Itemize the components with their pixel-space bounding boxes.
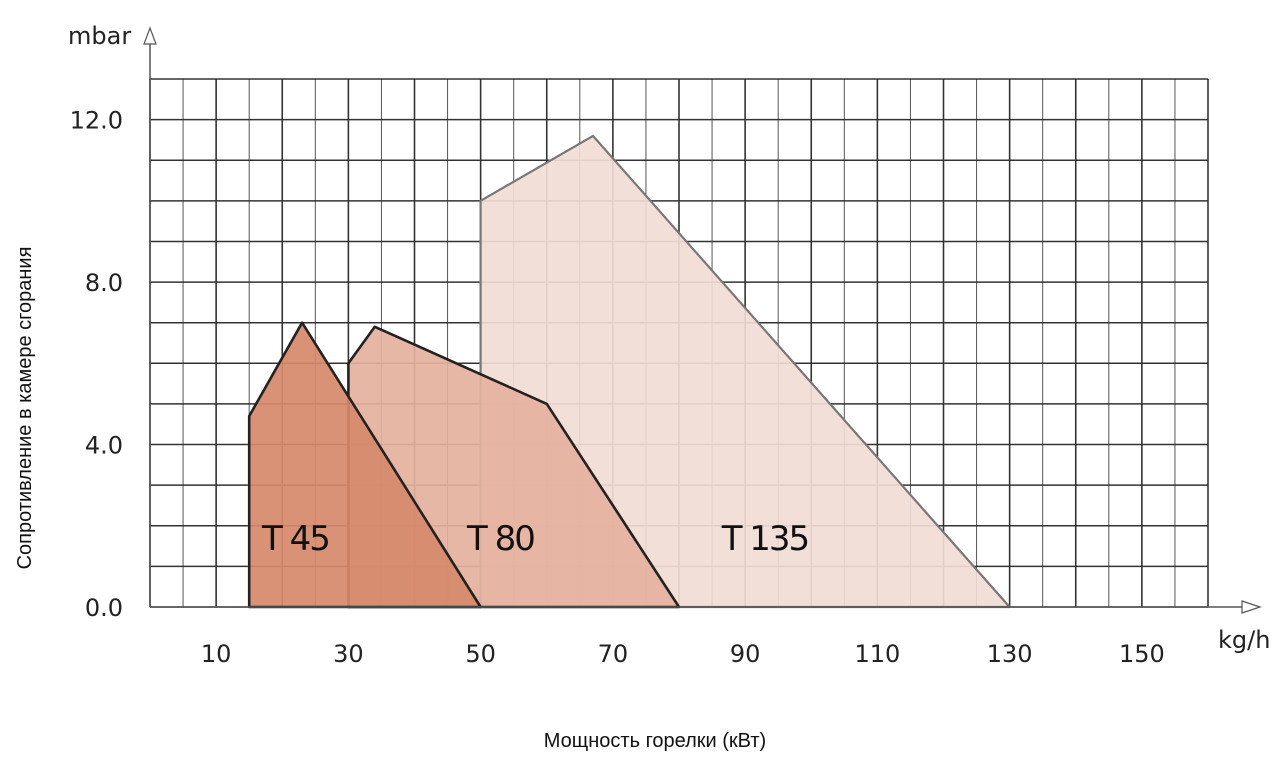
- x-tick-label: 10: [201, 640, 232, 668]
- y-tick-label: 0.0: [85, 594, 123, 622]
- x-tick-label: 150: [1119, 640, 1165, 668]
- region-label-t-135: T 135: [721, 519, 808, 559]
- region-label-t-80: T 80: [466, 519, 534, 559]
- y-tick-label: 8.0: [85, 269, 123, 297]
- x-tick-label: 130: [987, 640, 1033, 668]
- x-tick-label: 110: [854, 640, 900, 668]
- y-axis-arrow-icon: [143, 26, 157, 45]
- x-tick-label: 50: [465, 640, 496, 668]
- x-tick-label: 90: [730, 640, 761, 668]
- x-axis-title: Мощность горелки (кВт): [544, 730, 766, 752]
- y-tick-label: 4.0: [85, 432, 123, 460]
- regions: T 135 T 80 T 45: [247, 134, 1011, 609]
- y-axis-title: Сопротивление в камере сгорания: [14, 247, 36, 570]
- region-label-t-45: T 45: [261, 519, 329, 559]
- x-axis-arrow-icon: [1241, 600, 1262, 614]
- x-tick-label: 70: [598, 640, 629, 668]
- tick-labels: 10 30 50 70 90 110 130 150 0.0 4.0 8.0 12.0: [70, 107, 1165, 668]
- y-tick-label: 12.0: [70, 107, 123, 135]
- axes: [143, 26, 1262, 614]
- y-unit-label: mbar: [68, 22, 131, 50]
- x-unit-label: kg/h: [1218, 626, 1270, 654]
- x-tick-label: 30: [333, 640, 364, 668]
